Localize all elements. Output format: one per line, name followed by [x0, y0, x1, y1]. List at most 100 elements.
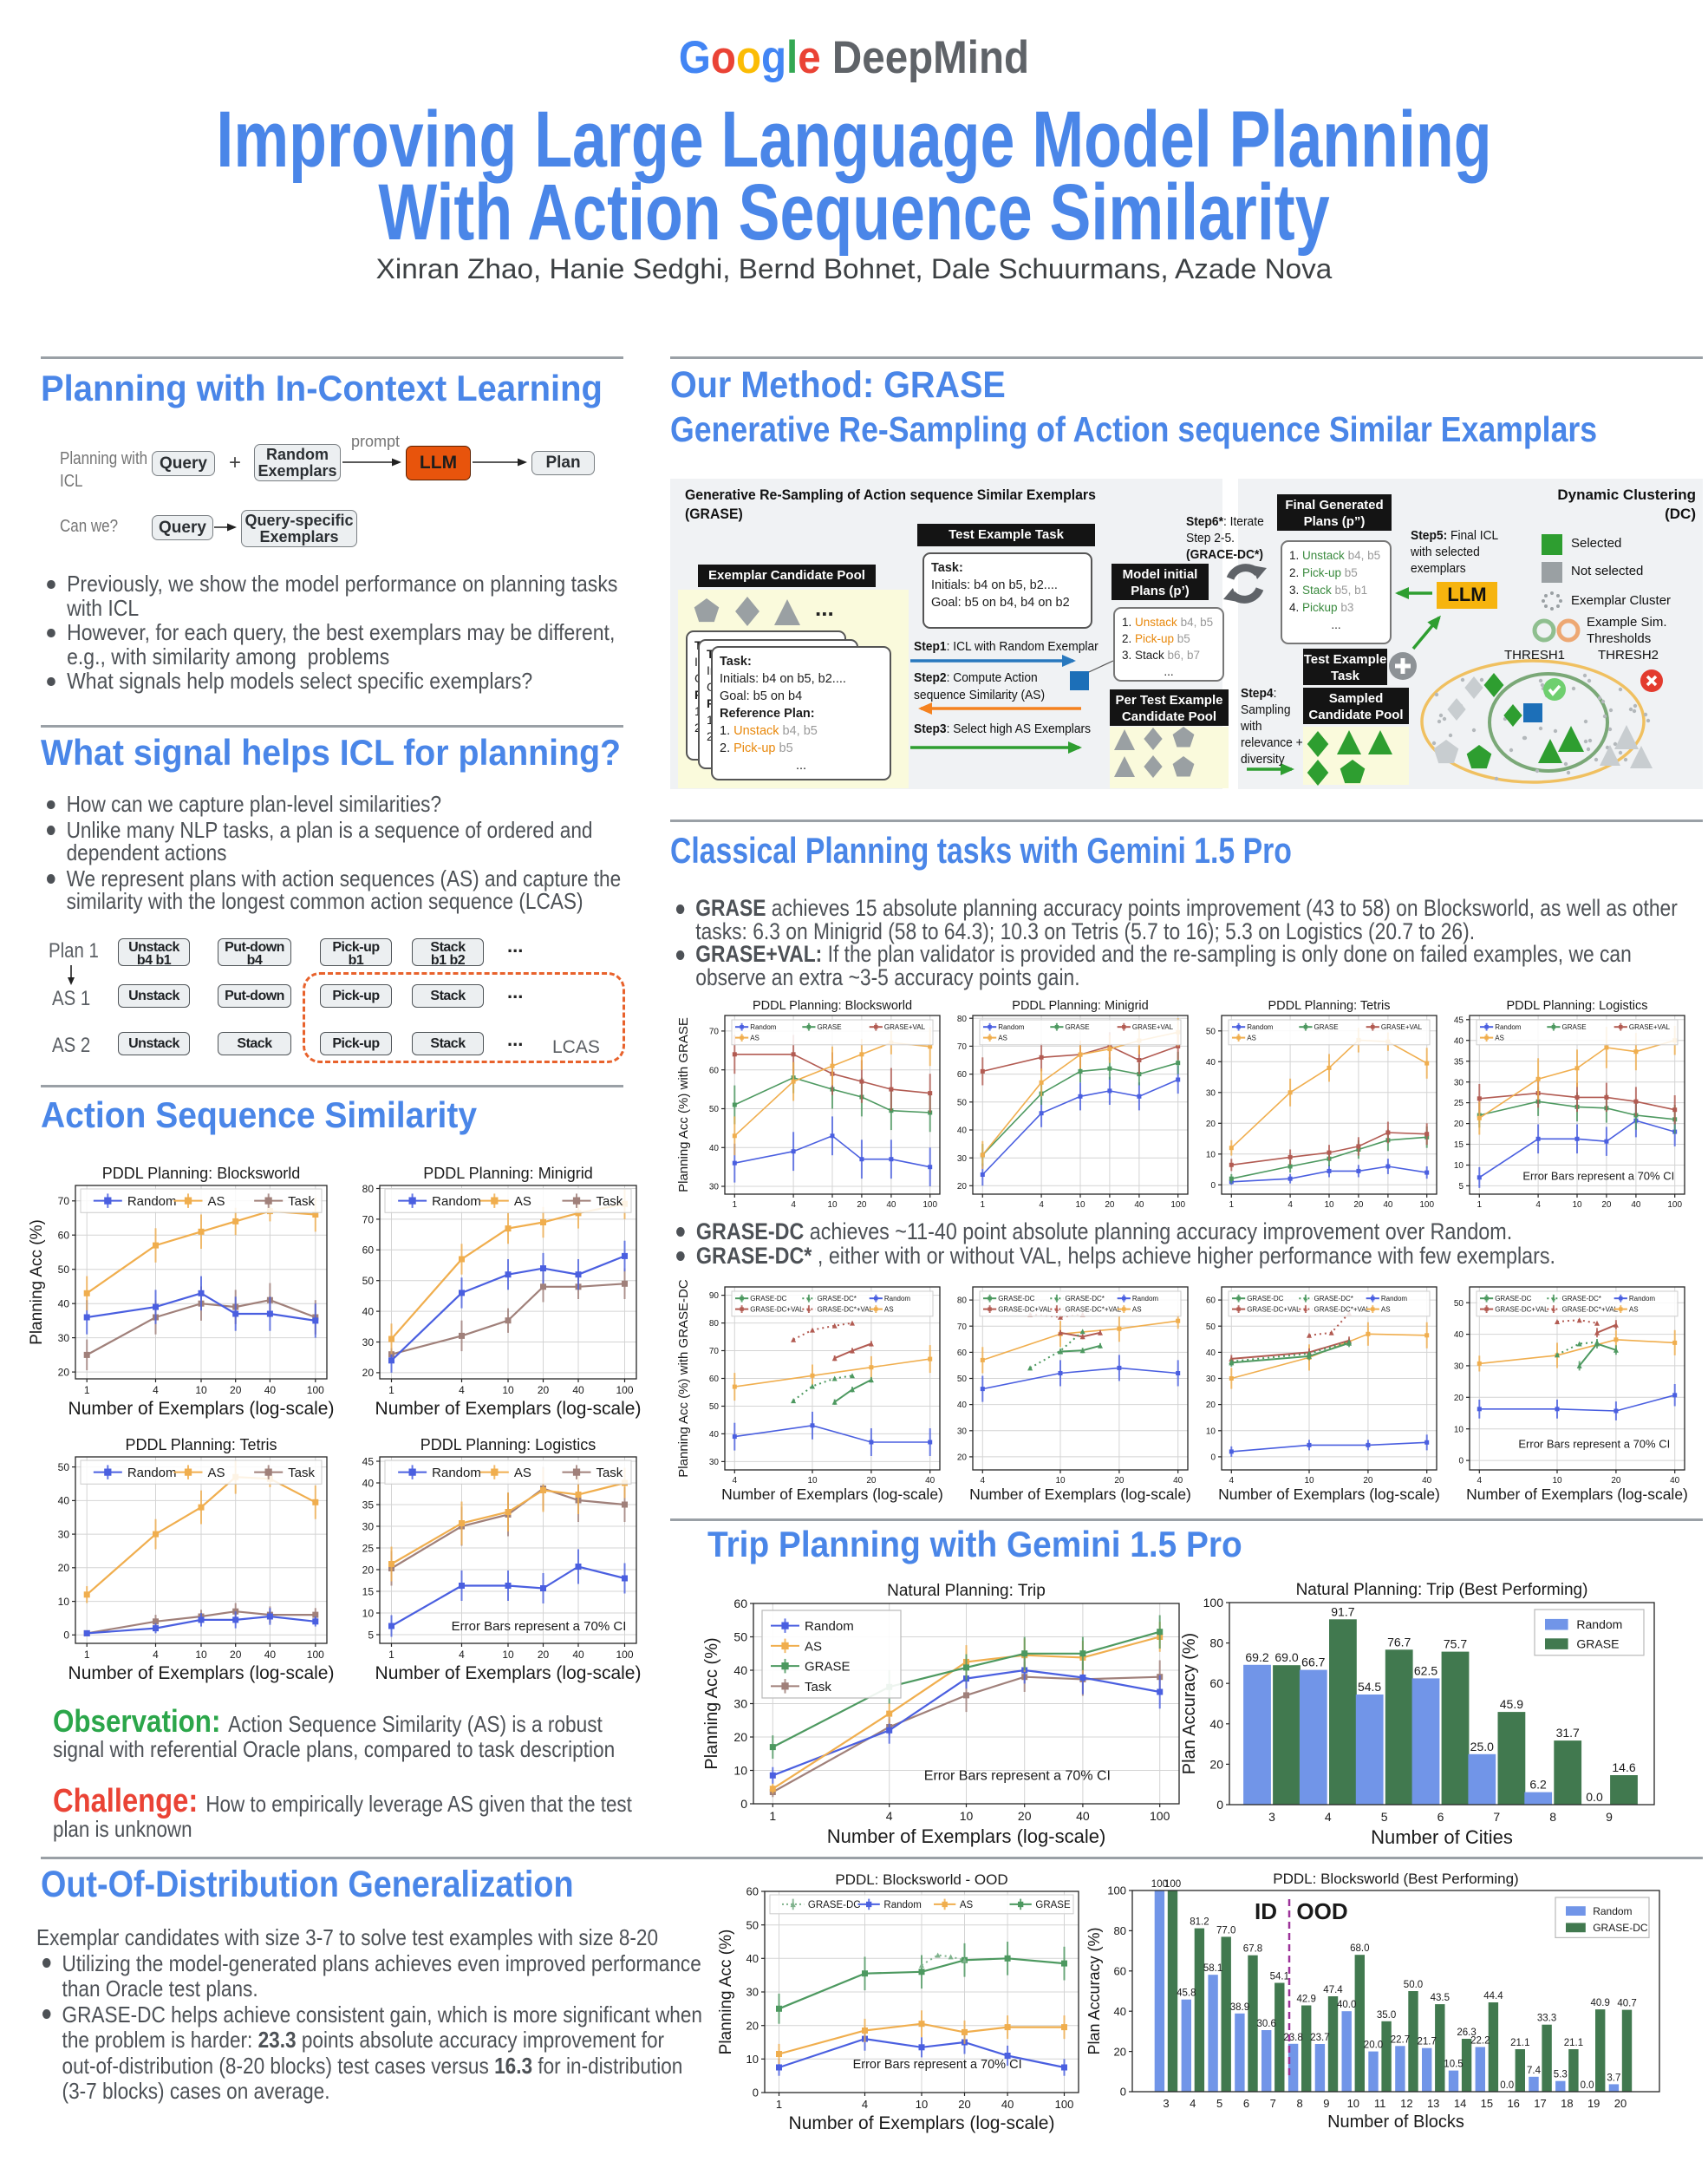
svg-text:54.1: 54.1 [1270, 1972, 1289, 1982]
svg-text:Number of Exemplars (log-scale: Number of Exemplars (log-scale) [375, 1399, 642, 1419]
svg-text:Random: Random [127, 1466, 177, 1480]
svg-text:22.7: 22.7 [1391, 2034, 1410, 2045]
svg-text:AS: AS [750, 1035, 759, 1042]
svg-text:OOD: OOD [1296, 1898, 1347, 1924]
svg-text:70: 70 [362, 1213, 375, 1225]
svg-text:60: 60 [733, 1597, 747, 1610]
svg-text:Planning Acc (%): Planning Acc (%) [702, 1637, 721, 1769]
svg-text:100: 100 [1170, 1200, 1185, 1210]
svg-text:AS: AS [207, 1466, 225, 1480]
svg-text:4: 4 [459, 1384, 465, 1396]
svg-text:20: 20 [362, 1564, 375, 1576]
svg-text:GRASE-DC*: GRASE-DC* [818, 1295, 857, 1303]
svg-text:80: 80 [957, 1015, 968, 1024]
svg-text:PDDL Planning: Tetris: PDDL Planning: Tetris [1268, 999, 1390, 1013]
svg-text:0: 0 [1216, 1798, 1223, 1812]
svg-text:40: 40 [1670, 1476, 1680, 1486]
svg-text:81.2: 81.2 [1190, 1917, 1209, 1928]
svg-text:40: 40 [1173, 1476, 1183, 1486]
svg-text:67.8: 67.8 [1243, 1944, 1262, 1955]
svg-text:20: 20 [230, 1384, 242, 1396]
svg-text:80: 80 [1114, 1924, 1126, 1937]
svg-text:10: 10 [916, 2098, 928, 2111]
svg-text:18: 18 [1561, 2097, 1573, 2110]
svg-text:60: 60 [709, 1066, 720, 1075]
svg-text:100: 100 [1203, 1596, 1224, 1610]
svg-text:7: 7 [1270, 2097, 1276, 2110]
svg-text:50: 50 [709, 1105, 720, 1114]
svg-text:Number of Exemplars (log-scale: Number of Exemplars (log-scale) [1466, 1486, 1688, 1503]
svg-text:40: 40 [58, 1495, 70, 1507]
svg-text:Random: Random [127, 1194, 177, 1209]
svg-text:10.5: 10.5 [1444, 2060, 1463, 2070]
svg-text:AS: AS [1381, 1306, 1391, 1314]
svg-text:1: 1 [388, 1384, 394, 1396]
svg-text:8: 8 [1296, 2097, 1302, 2110]
svg-text:Random: Random [1576, 1617, 1622, 1631]
svg-text:68.0: 68.0 [1350, 1943, 1369, 1954]
svg-text:20: 20 [866, 1476, 877, 1486]
svg-text:10: 10 [1304, 1476, 1314, 1486]
svg-text:20: 20 [230, 1649, 242, 1661]
svg-text:20: 20 [1114, 1476, 1125, 1486]
svg-text:31.7: 31.7 [1556, 1726, 1580, 1740]
svg-text:Natural Planning: Trip: Natural Planning: Trip [887, 1582, 1046, 1600]
svg-text:AS: AS [514, 1466, 531, 1480]
svg-text:GRASE-DC*: GRASE-DC* [1066, 1295, 1105, 1303]
svg-text:100: 100 [1419, 1200, 1434, 1210]
svg-text:70: 70 [957, 1042, 968, 1052]
svg-text:40: 40 [1206, 1348, 1216, 1358]
svg-text:4: 4 [1039, 1200, 1044, 1210]
svg-text:GRASE: GRASE [1314, 1023, 1339, 1031]
svg-text:40.9: 40.9 [1591, 1998, 1610, 2008]
svg-text:45: 45 [362, 1455, 375, 1467]
svg-text:50: 50 [1206, 1322, 1216, 1332]
svg-text:GRASE: GRASE [818, 1023, 842, 1031]
svg-text:0: 0 [1210, 1181, 1216, 1191]
svg-text:5: 5 [1458, 1182, 1464, 1192]
svg-text:4: 4 [459, 1649, 465, 1661]
svg-text:60: 60 [1209, 1676, 1223, 1690]
svg-text:50: 50 [733, 1630, 747, 1644]
svg-text:30: 30 [58, 1528, 70, 1540]
svg-text:PDDL Planning: Tetris: PDDL Planning: Tetris [125, 1436, 277, 1453]
svg-text:10: 10 [746, 2053, 759, 2066]
svg-text:1: 1 [84, 1384, 90, 1396]
svg-text:60: 60 [957, 1070, 968, 1080]
svg-text:GRASE: GRASE [1066, 1023, 1090, 1031]
svg-text:Random: Random [750, 1023, 777, 1031]
svg-text:GRASE-DC*+VAL: GRASE-DC*+VAL [1314, 1306, 1371, 1314]
svg-text:20: 20 [957, 1182, 968, 1192]
svg-text:20: 20 [733, 1730, 747, 1744]
svg-text:20: 20 [58, 1562, 70, 1574]
svg-text:Error Bars represent a 70% CI: Error Bars represent a 70% CI [853, 2058, 1022, 2072]
svg-text:AS: AS [960, 1900, 974, 1910]
svg-text:30: 30 [957, 1427, 968, 1436]
svg-text:20: 20 [1614, 2097, 1627, 2110]
svg-text:40: 40 [362, 1477, 375, 1489]
svg-text:20: 20 [746, 2019, 759, 2032]
svg-text:20.0: 20.0 [1364, 2041, 1383, 2051]
svg-text:80: 80 [362, 1183, 375, 1195]
svg-text:100: 100 [1055, 2098, 1074, 2111]
svg-text:AS: AS [1132, 1306, 1142, 1314]
svg-text:50: 50 [1454, 1299, 1464, 1309]
svg-text:26.3: 26.3 [1457, 2028, 1476, 2038]
svg-text:4: 4 [1477, 1476, 1483, 1486]
svg-text:50: 50 [709, 1402, 720, 1412]
svg-text:40: 40 [957, 1126, 968, 1136]
svg-text:Random: Random [998, 1023, 1025, 1031]
svg-text:40: 40 [572, 1649, 584, 1661]
svg-text:80: 80 [709, 1319, 720, 1329]
svg-text:AS: AS [207, 1194, 225, 1209]
svg-text:Random: Random [1495, 1023, 1522, 1031]
svg-text:Plan Accuracy (%): Plan Accuracy (%) [1085, 1927, 1103, 2054]
svg-text:Random: Random [432, 1466, 481, 1480]
svg-text:GRASE: GRASE [1562, 1023, 1587, 1031]
svg-text:21.1: 21.1 [1564, 2038, 1583, 2048]
svg-text:10: 10 [195, 1649, 207, 1661]
svg-text:20: 20 [1601, 1200, 1612, 1210]
svg-text:5: 5 [1381, 1810, 1388, 1824]
svg-text:100: 100 [1151, 1879, 1168, 1890]
svg-text:60: 60 [362, 1244, 375, 1257]
